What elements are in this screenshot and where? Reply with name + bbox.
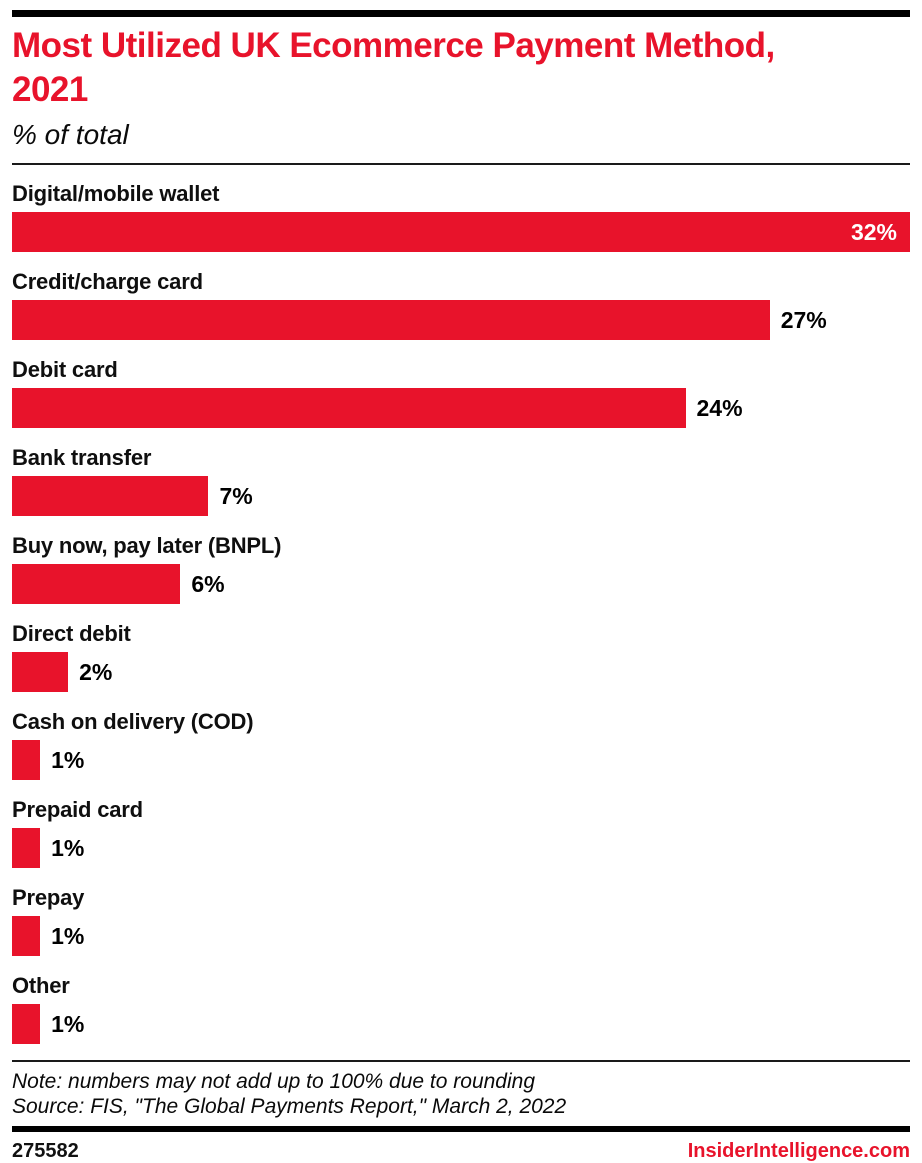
bar-row: Debit card 24% (12, 356, 910, 428)
bar-row: Credit/charge card 27% (12, 268, 910, 340)
bar-row: Prepay 1% (12, 884, 910, 956)
bar-label: Buy now, pay later (BNPL) (12, 533, 282, 558)
bar-value: 1% (51, 746, 85, 773)
footer-rule (12, 1126, 910, 1132)
chart-id: 275582 (12, 1140, 79, 1162)
bar (12, 828, 41, 868)
bar-track: 24% (12, 388, 910, 428)
bar (12, 652, 69, 692)
chart-title: Most Utilized UK Ecommerce Payment Metho… (12, 26, 775, 109)
bar-label: Direct debit (12, 621, 131, 646)
bar (12, 1004, 41, 1044)
brand-link: InsiderIntelligence.com (687, 1140, 910, 1162)
bar-value: 1% (51, 1010, 85, 1037)
bar-value: 2% (79, 658, 113, 685)
bar-row: Direct debit 2% (12, 620, 910, 692)
bar-value: 1% (51, 834, 85, 861)
bar-track: 2% (12, 652, 910, 692)
bar-label: Debit card (12, 357, 118, 382)
bar-label: Cash on delivery (COD) (12, 709, 254, 734)
bar-label: Bank transfer (12, 445, 152, 470)
note-text: Note: numbers may not add up to 100% due… (12, 1070, 536, 1093)
bar-label: Prepay (12, 885, 85, 910)
bar-track: 32% (12, 212, 910, 252)
bar-label: Other (12, 973, 70, 998)
note-rule (12, 1060, 910, 1062)
bar-value: 24% (696, 394, 743, 421)
bar-value: 32% (850, 218, 897, 245)
bar (12, 916, 41, 956)
bar-track: 7% (12, 476, 910, 516)
bar-row: Digital/mobile wallet 32% (12, 180, 910, 252)
bar-value: 7% (219, 482, 253, 509)
bar-label: Digital/mobile wallet (12, 181, 220, 206)
bar-row: Buy now, pay later (BNPL) 6% (12, 532, 910, 604)
bar (12, 300, 770, 340)
bar-row: Bank transfer 7% (12, 444, 910, 516)
bar-label: Prepaid card (12, 797, 143, 822)
bar-row: Cash on delivery (COD) 1% (12, 708, 910, 780)
bar-value: 6% (191, 570, 225, 597)
bar: 32% (12, 212, 910, 252)
notes-block: Note: numbers may not add up to 100% due… (12, 1069, 910, 1119)
bar (12, 388, 686, 428)
bar-track: 1% (12, 916, 910, 956)
top-rule (12, 10, 910, 17)
bar-track: 6% (12, 564, 910, 604)
bar-track: 1% (12, 1004, 910, 1044)
bar-value: 27% (780, 306, 827, 333)
bar-track: 1% (12, 828, 910, 868)
footer-row: 275582 InsiderIntelligence.com (12, 1140, 910, 1163)
bar-track: 27% (12, 300, 910, 340)
bar (12, 740, 41, 780)
bar (12, 476, 209, 516)
bar-value: 1% (51, 922, 85, 949)
source-text: Source: FIS, "The Global Payments Report… (12, 1095, 567, 1118)
chart-subtitle: % of total (12, 119, 129, 150)
bar-row: Other 1% (12, 972, 910, 1044)
bar-row: Prepaid card 1% (12, 796, 910, 868)
bar (12, 564, 181, 604)
bar-label: Credit/charge card (12, 269, 203, 294)
bar-track: 1% (12, 740, 910, 780)
bar-chart: Digital/mobile wallet 32% Credit/charge ca… (12, 180, 910, 1044)
header-rule (12, 163, 910, 165)
